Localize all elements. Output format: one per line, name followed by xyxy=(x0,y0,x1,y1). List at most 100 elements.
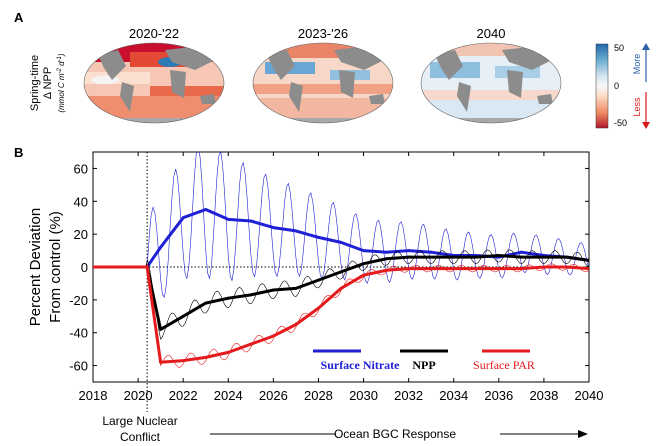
colorbar: 50 0 -50 More Less xyxy=(595,43,650,129)
data-point-surface-par xyxy=(587,267,589,270)
data-point-npp xyxy=(429,255,433,259)
y-tick-label: -60 xyxy=(69,359,88,374)
x-tick-label: 2024 xyxy=(214,388,243,403)
more-arrow-head xyxy=(642,43,650,50)
data-point-surface-nitrate xyxy=(339,241,343,244)
panel-a-ylabel-line2: Δ NPP xyxy=(42,67,54,99)
map-2040 xyxy=(421,43,561,123)
data-point-surface-nitrate xyxy=(249,219,253,223)
less-label: Less xyxy=(632,97,642,117)
data-point-npp xyxy=(339,270,343,274)
data-point-npp xyxy=(474,255,478,259)
series-annual-surface-par xyxy=(93,265,589,364)
colorbar-tick-50: 50 xyxy=(614,43,624,53)
data-point-surface-nitrate xyxy=(272,226,275,230)
chart-ylabel-line1: Percent Deviation xyxy=(27,208,44,326)
data-point-surface-par xyxy=(204,356,208,359)
data-point-surface-par xyxy=(339,287,343,290)
data-point-surface-nitrate xyxy=(407,249,410,253)
x-tick-label: 2032 xyxy=(394,388,423,403)
data-point-surface-par xyxy=(272,334,275,338)
data-point-surface-nitrate xyxy=(159,245,163,249)
map-outline xyxy=(83,42,225,124)
series-annual-surface-nitrate xyxy=(93,208,589,269)
data-point-surface-par xyxy=(497,267,501,270)
data-point-surface-nitrate xyxy=(429,250,433,254)
x-tick-label: 2022 xyxy=(169,388,198,403)
map-outline xyxy=(252,42,394,124)
data-point-surface-par xyxy=(114,265,117,269)
data-point-surface-nitrate xyxy=(204,208,208,211)
data-point-surface-par xyxy=(145,265,149,269)
data-point-npp xyxy=(384,257,388,261)
data-point-npp xyxy=(407,255,410,259)
colorbar-tick-0: 0 xyxy=(614,81,619,91)
y-tick-label: 60 xyxy=(74,161,88,176)
conflict-label-line1: Large Nuclear xyxy=(102,414,177,428)
chart-ylabel-line2: From control (%) xyxy=(47,211,64,323)
series-monthly-surface-par xyxy=(93,263,589,368)
data-point-surface-par xyxy=(226,351,230,354)
data-point-surface-par xyxy=(136,265,140,269)
data-point-npp xyxy=(159,328,163,331)
data-point-npp xyxy=(520,255,523,259)
y-tick-label: 40 xyxy=(74,194,88,209)
data-point-surface-nitrate xyxy=(181,216,185,220)
data-point-npp xyxy=(294,287,298,290)
series-annual-npp xyxy=(93,254,589,331)
data-point-surface-nitrate xyxy=(226,218,230,221)
data-point-surface-par xyxy=(407,267,410,270)
legend-label-npp: NPP xyxy=(412,358,435,372)
map-title-2020-22: 2020-'22 xyxy=(129,26,179,41)
response-arrow-head xyxy=(578,430,588,438)
chart-ylabel: Percent Deviation From control (%) xyxy=(27,208,64,326)
map-title-2040: 2040 xyxy=(477,26,506,41)
map-2020-22 xyxy=(84,43,224,123)
x-tick-label: 2038 xyxy=(529,388,558,403)
y-tick-label: -40 xyxy=(69,326,88,341)
data-point-surface-nitrate xyxy=(294,229,298,233)
x-tick-label: 2034 xyxy=(439,388,468,403)
map-title-2023-26: 2023-'26 xyxy=(298,26,348,41)
data-point-npp xyxy=(565,255,568,259)
data-point-npp xyxy=(181,314,185,318)
colorbar-tick-neg50: -50 xyxy=(614,118,627,128)
data-point-npp xyxy=(204,301,208,305)
chart-series-layer xyxy=(93,152,589,368)
colorbar-gradient xyxy=(595,43,609,129)
more-label: More xyxy=(632,54,642,75)
x-tick-label: 2018 xyxy=(79,388,108,403)
panel-a-label: A xyxy=(14,10,24,25)
data-point-surface-par xyxy=(181,359,185,362)
x-tick-label: 2028 xyxy=(304,388,333,403)
data-point-surface-par xyxy=(159,360,163,364)
panel-a-ylabel-line1: Spring-time xyxy=(29,55,41,111)
data-point-surface-par xyxy=(93,265,95,269)
data-point-surface-par xyxy=(294,323,298,326)
data-point-surface-nitrate xyxy=(362,249,365,253)
data-point-surface-par xyxy=(565,265,568,269)
data-point-npp xyxy=(226,296,230,300)
series-monthly-surface-nitrate xyxy=(93,152,589,298)
chart-legend: Surface Nitrate NPP Surface PAR xyxy=(313,349,535,372)
data-point-surface-par xyxy=(474,267,478,270)
x-tick-label: 2026 xyxy=(259,388,288,403)
data-point-surface-par xyxy=(249,342,253,346)
data-point-surface-par xyxy=(384,268,388,272)
data-point-surface-par xyxy=(520,267,523,270)
data-point-npp xyxy=(249,293,253,297)
legend-label-surface-nitrate: Surface Nitrate xyxy=(321,358,401,372)
data-point-surface-nitrate xyxy=(520,250,523,254)
y-tick-label: -20 xyxy=(69,293,88,308)
data-point-surface-par xyxy=(317,306,320,310)
x-tick-label: 2020 xyxy=(124,388,153,403)
data-point-surface-par xyxy=(542,265,546,269)
x-tick-label: 2040 xyxy=(575,388,604,403)
map-2023-26 xyxy=(253,43,393,123)
response-label: Ocean BGC Response xyxy=(334,427,456,441)
conflict-label-line2: Conflict xyxy=(120,430,161,444)
data-point-npp xyxy=(542,255,546,259)
y-tick-label: 20 xyxy=(74,227,88,242)
data-point-npp xyxy=(272,288,275,292)
